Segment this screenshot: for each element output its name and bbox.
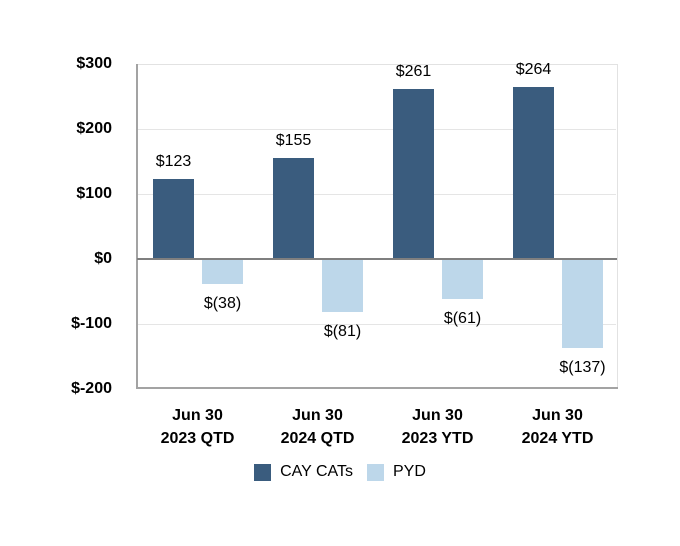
bar-pyd <box>442 259 483 299</box>
bar-value-label: $155 <box>275 132 312 149</box>
y-axis-tick-label: $200 <box>76 120 112 137</box>
bar-cay-cats <box>273 158 314 259</box>
bar-cay-cats <box>393 89 434 259</box>
gridline <box>138 194 616 195</box>
bar-value-label: $(38) <box>203 295 242 312</box>
bar-value-label: $123 <box>155 153 192 170</box>
legend-swatch-cay-cats <box>254 463 272 481</box>
x-axis-line <box>136 387 618 389</box>
bar-value-label: $(61) <box>443 310 482 327</box>
bar-value-label: $(81) <box>323 323 362 340</box>
bar-value-label: $264 <box>515 61 552 78</box>
legend-label: PYD <box>393 463 426 480</box>
gridline <box>138 324 616 325</box>
y-axis-tick-label: $300 <box>76 55 112 72</box>
x-axis-category-line1: Jun 30 <box>292 407 343 424</box>
x-axis-category-line2: 2023 YTD <box>401 430 474 447</box>
bar-pyd <box>202 259 243 284</box>
x-axis-category-label: Jun 30 2023 YTD <box>377 404 498 450</box>
legend: CAY CATs PYD <box>0 463 680 481</box>
legend-item-pyd: PYD <box>367 463 426 481</box>
x-axis-category-line1: Jun 30 <box>412 407 463 424</box>
legend-label: CAY CATs <box>280 463 353 480</box>
y-axis-line <box>136 64 138 389</box>
bar-cay-cats <box>513 87 554 259</box>
y-axis-tick-label: $-200 <box>71 380 112 397</box>
x-axis-category-label: Jun 30 2024 QTD <box>257 404 378 450</box>
bar-cay-cats <box>153 179 194 259</box>
x-axis-category-line2: 2024 YTD <box>521 430 594 447</box>
y-axis-tick-label: $-100 <box>71 315 112 332</box>
bar-pyd <box>562 259 603 348</box>
x-axis-category-line1: Jun 30 <box>172 407 223 424</box>
legend-swatch-pyd <box>367 463 384 481</box>
x-axis-category-label: Jun 30 2023 QTD <box>137 404 258 450</box>
x-axis-category-line2: 2024 QTD <box>280 430 355 447</box>
y-axis-tick-label: $100 <box>76 185 112 202</box>
gridline <box>138 129 616 130</box>
x-axis-category-label: Jun 30 2024 YTD <box>497 404 618 450</box>
legend-item-cay-cats: CAY CATs <box>254 463 353 481</box>
bar-value-label: $(137) <box>559 359 606 376</box>
x-axis-category-line2: 2023 QTD <box>160 430 235 447</box>
bar-value-label: $261 <box>395 63 432 80</box>
zero-axis-line <box>137 258 617 260</box>
y-axis-tick-label: $0 <box>94 250 112 267</box>
bar-pyd <box>322 259 363 312</box>
x-axis-category-line1: Jun 30 <box>532 407 583 424</box>
